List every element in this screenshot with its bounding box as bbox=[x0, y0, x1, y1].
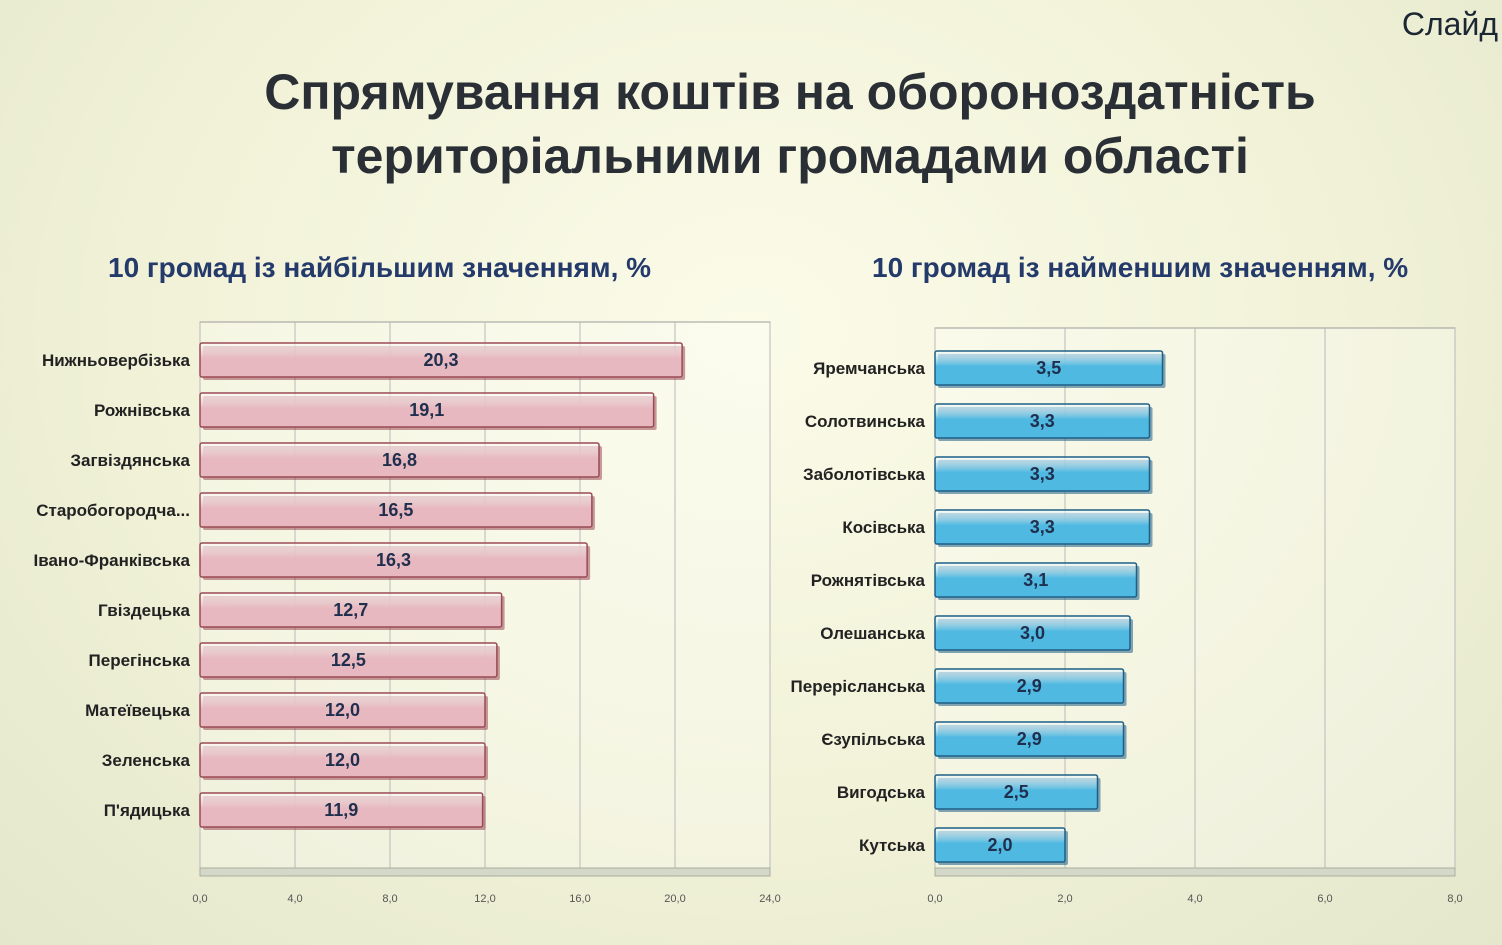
left-bar-6 bbox=[199, 642, 498, 678]
left-value-label-3: 16,5 bbox=[378, 500, 413, 520]
left-value-label-8: 12,0 bbox=[325, 750, 360, 770]
left-value-label-6: 12,5 bbox=[331, 650, 366, 670]
left-value-label-4: 16,3 bbox=[376, 550, 411, 570]
right-value-label-1: 3,3 bbox=[1030, 411, 1055, 431]
left-tick-label-4: 16,0 bbox=[569, 893, 590, 905]
left-bar-8 bbox=[199, 742, 486, 778]
right-tick-label-2: 4,0 bbox=[1187, 893, 1202, 905]
right-bar-2 bbox=[934, 456, 1151, 492]
right-value-label-8: 2,5 bbox=[1004, 782, 1029, 802]
right-category-label-4: Рожнятівська bbox=[811, 571, 926, 590]
left-value-label-1: 19,1 bbox=[409, 400, 444, 420]
left-tick-label-2: 8,0 bbox=[382, 893, 397, 905]
chart-left-title: 10 громад із найбільшим значенням, % bbox=[108, 252, 652, 283]
slide-label: Слайд bbox=[1401, 6, 1498, 42]
left-value-label-9: 11,9 bbox=[324, 800, 358, 820]
left-tick-label-5: 20,0 bbox=[664, 893, 685, 905]
left-bar-4 bbox=[199, 542, 588, 578]
right-bar-4 bbox=[934, 562, 1138, 598]
right-bar-3 bbox=[934, 509, 1151, 545]
right-bar-1 bbox=[934, 403, 1151, 439]
right-category-label-1: Солотвинська bbox=[805, 412, 926, 431]
right-category-label-9: Кутська bbox=[859, 836, 926, 855]
left-axis-floor bbox=[199, 867, 771, 877]
left-category-label-0: Нижньовербізька bbox=[42, 351, 191, 370]
right-bar-0 bbox=[934, 350, 1164, 386]
right-value-label-3: 3,3 bbox=[1030, 517, 1055, 537]
right-category-label-8: Вигодська bbox=[837, 783, 926, 802]
chart-right-title: 10 громад із найменшим значенням, % bbox=[872, 252, 1409, 283]
left-value-label-5: 12,7 bbox=[333, 600, 368, 620]
right-value-label-0: 3,5 bbox=[1036, 358, 1061, 378]
left-tick-label-0: 0,0 bbox=[192, 893, 207, 905]
right-category-label-3: Косівська bbox=[842, 518, 925, 537]
left-category-label-8: Зеленська bbox=[102, 751, 191, 770]
left-bar-7 bbox=[199, 692, 486, 728]
left-tick-label-1: 4,0 bbox=[287, 893, 302, 905]
left-category-label-3: Старобогородча... bbox=[36, 501, 190, 520]
right-value-label-5: 3,0 bbox=[1020, 623, 1045, 643]
right-value-label-6: 2,9 bbox=[1017, 676, 1042, 696]
left-bar-3 bbox=[199, 492, 593, 528]
right-bar-5 bbox=[934, 615, 1131, 651]
right-tick-label-4: 8,0 bbox=[1447, 893, 1462, 905]
right-category-label-0: Яремчанська bbox=[813, 359, 925, 378]
left-value-label-2: 16,8 bbox=[382, 450, 417, 470]
left-bar-1 bbox=[199, 392, 655, 428]
right-value-label-4: 3,1 bbox=[1023, 570, 1048, 590]
right-category-label-5: Олешанська bbox=[820, 624, 925, 643]
slide-title-line-1: Спрямування коштів на обороноздатність bbox=[264, 64, 1316, 120]
left-category-label-4: Івано-Франківська bbox=[34, 551, 191, 570]
right-tick-label-1: 2,0 bbox=[1057, 893, 1072, 905]
left-value-label-0: 20,3 bbox=[424, 350, 459, 370]
slide-title-line-2: територіальними громадами області bbox=[331, 128, 1249, 184]
right-tick-label-0: 0,0 bbox=[927, 893, 942, 905]
left-category-label-5: Гвіздецька bbox=[98, 601, 190, 620]
left-value-label-7: 12,0 bbox=[325, 700, 360, 720]
left-bar-2 bbox=[199, 442, 600, 478]
right-tick-label-3: 6,0 bbox=[1317, 893, 1332, 905]
right-category-label-6: Перерісланська bbox=[791, 677, 926, 696]
right-value-label-9: 2,0 bbox=[987, 835, 1012, 855]
right-category-label-2: Заболотівська bbox=[803, 465, 926, 484]
left-category-label-7: Матеївецька bbox=[85, 701, 190, 720]
right-bar-6 bbox=[934, 668, 1125, 704]
left-category-label-1: Рожнівська bbox=[94, 401, 191, 420]
left-category-label-9: П'ядицька bbox=[104, 801, 191, 820]
left-tick-label-3: 12,0 bbox=[474, 893, 495, 905]
right-category-label-7: Єзупільська bbox=[821, 730, 925, 749]
right-bar-8 bbox=[934, 774, 1099, 810]
slide-title: Спрямування коштів на обороноздатність т… bbox=[80, 60, 1500, 188]
left-category-label-2: Загвіздянська bbox=[70, 451, 190, 470]
right-bar-7 bbox=[934, 721, 1125, 757]
right-value-label-7: 2,9 bbox=[1017, 729, 1042, 749]
left-category-label-6: Перегінська bbox=[89, 651, 191, 670]
left-bar-0 bbox=[199, 342, 683, 378]
right-bar-9 bbox=[934, 827, 1066, 863]
left-bar-9 bbox=[199, 792, 484, 828]
right-axis-floor bbox=[934, 867, 1456, 877]
left-tick-label-6: 24,0 bbox=[759, 893, 780, 905]
right-value-label-2: 3,3 bbox=[1030, 464, 1055, 484]
left-bar-5 bbox=[199, 592, 503, 628]
